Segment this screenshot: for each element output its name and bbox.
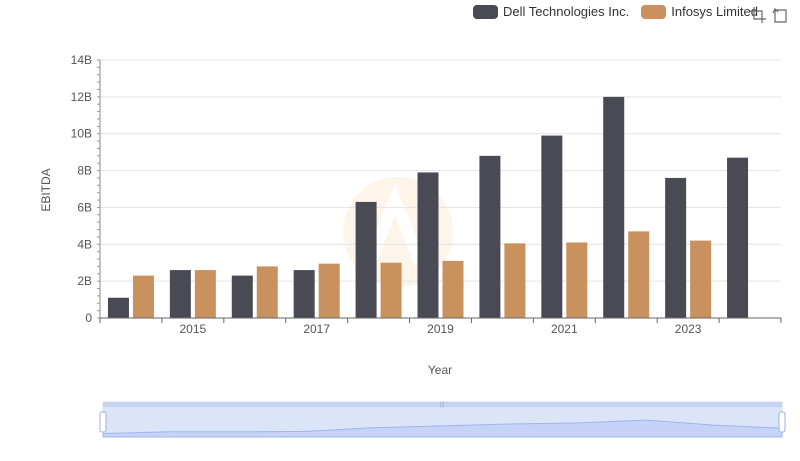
y-tick-label: 12B (71, 90, 92, 104)
restore-icon[interactable] (771, 6, 789, 24)
y-tick-label: 10B (71, 127, 92, 141)
bar-dell-2014[interactable] (107, 297, 129, 318)
datazoom-handle-right[interactable] (778, 411, 786, 433)
bar-dell-2022[interactable] (603, 96, 625, 318)
datazoom-preview-line (102, 419, 783, 438)
y-axis: 0 2B 4B 6B 8B 10B 12B 14B (71, 53, 101, 325)
bar-infosys-2022[interactable] (628, 231, 650, 318)
bar-infosys-2018[interactable] (380, 262, 402, 318)
datazoom-handle-left[interactable] (99, 411, 107, 433)
legend-item-infosys[interactable]: Infosys Limited (641, 4, 758, 19)
bar-infosys-2020[interactable] (504, 243, 526, 318)
bar-infosys-2019[interactable] (442, 260, 464, 318)
legend-item-dell[interactable]: Dell Technologies Inc. (473, 4, 629, 19)
x-tick-label: 2015 (180, 322, 207, 336)
toolbox (745, 6, 789, 24)
y-tick-label: 8B (77, 164, 92, 178)
zoom-icon[interactable] (749, 6, 767, 24)
datazoom-slider[interactable]: ||| (99, 401, 786, 438)
bar-infosys-2021[interactable] (566, 242, 588, 318)
bar-infosys-2017[interactable] (318, 263, 340, 318)
bar-dell-2018[interactable] (355, 201, 377, 318)
x-tick-label: 2019 (427, 322, 454, 336)
bars (107, 96, 749, 318)
legend-label-dell: Dell Technologies Inc. (503, 4, 630, 19)
bar-infosys-2016[interactable] (256, 266, 278, 318)
y-tick-label: 2B (77, 274, 92, 288)
x-tick-label: 2021 (551, 322, 578, 336)
x-tick-label: 2023 (675, 322, 702, 336)
y-tick-label: 4B (77, 237, 92, 251)
bar-dell-2021[interactable] (541, 135, 563, 318)
bar-infosys-2023[interactable] (690, 240, 712, 318)
y-tick-label: 6B (77, 200, 92, 214)
y-tick-label: 14B (71, 53, 92, 67)
legend: Dell Technologies Inc. Infosys Limited (473, 4, 770, 19)
bar-infosys-2014[interactable] (132, 275, 154, 318)
legend-swatch-infosys (641, 4, 667, 19)
bar-dell-2024[interactable] (727, 157, 749, 318)
datazoom-top-bar[interactable] (103, 402, 782, 407)
bar-dell-2020[interactable] (479, 155, 501, 318)
bar-infosys-2015[interactable] (194, 270, 216, 318)
x-axis-label: Year (428, 363, 452, 377)
bar-dell-2015[interactable] (169, 270, 191, 318)
y-tick-label: 0 (85, 311, 92, 325)
x-axis: 2015 2017 2019 2021 2023 (99, 317, 782, 336)
datazoom-grip-icon: ||| (440, 402, 445, 408)
bar-dell-2019[interactable] (417, 172, 439, 318)
y-axis-label: EBITDA (39, 168, 53, 211)
bar-dell-2023[interactable] (665, 177, 687, 318)
bar-dell-2016[interactable] (231, 275, 253, 318)
legend-label-infosys: Infosys Limited (671, 4, 758, 19)
bar-dell-2017[interactable] (293, 270, 315, 318)
x-tick-label: 2017 (303, 322, 330, 336)
legend-swatch-dell (473, 4, 498, 19)
